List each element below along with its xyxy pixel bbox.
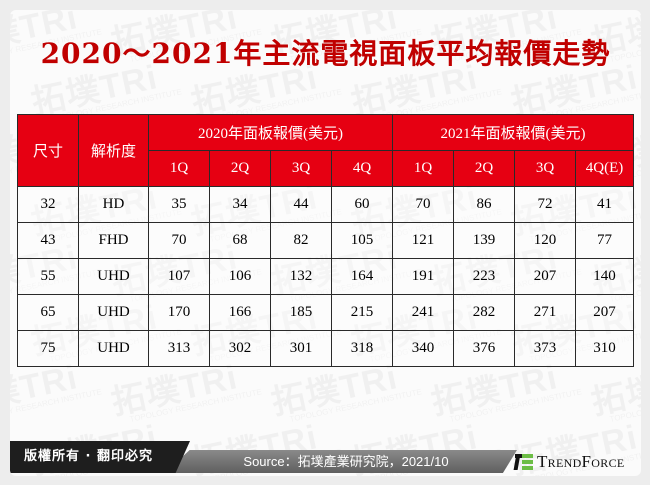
header-row-quarters: 1Q 2Q 3Q 4Q 1Q 2Q 3Q 4Q(E) bbox=[18, 150, 634, 187]
price-table: 尺寸 解析度 2020年面板報價(美元) 2021年面板報價(美元) 1Q 2Q… bbox=[17, 114, 634, 367]
cell-price: 68 bbox=[209, 222, 271, 259]
cell-price: 185 bbox=[270, 294, 332, 331]
cell-price: 120 bbox=[514, 222, 576, 259]
header-2021-q2: 2Q bbox=[453, 150, 515, 187]
header-2021-q3: 3Q bbox=[514, 150, 576, 187]
cell-price: 207 bbox=[514, 258, 576, 295]
cell-price: 132 bbox=[270, 258, 332, 295]
cell-price: 223 bbox=[453, 258, 515, 295]
cell-resolution: UHD bbox=[78, 330, 149, 367]
table-row: 32 HD 35 34 44 60 70 86 72 41 bbox=[17, 186, 634, 223]
header-2020-q1: 1Q bbox=[148, 150, 210, 187]
table-row: 65 UHD 170 166 185 215 241 282 271 207 bbox=[17, 294, 634, 331]
cell-price: 301 bbox=[270, 330, 332, 367]
cell-price: 82 bbox=[270, 222, 332, 259]
cell-price: 164 bbox=[331, 258, 393, 295]
header-2020-q3: 3Q bbox=[270, 150, 332, 187]
cell-price: 86 bbox=[453, 186, 515, 223]
cell-resolution: UHD bbox=[78, 294, 149, 331]
cell-resolution: HD bbox=[78, 186, 149, 223]
header-group-2020: 2020年面板報價(美元) bbox=[148, 114, 393, 151]
cell-price: 207 bbox=[575, 294, 634, 331]
header-size: 尺寸 bbox=[17, 114, 79, 187]
cell-price: 34 bbox=[209, 186, 271, 223]
cell-price: 106 bbox=[209, 258, 271, 295]
cell-price: 373 bbox=[514, 330, 576, 367]
page-title: 2020～2021年主流電視面板平均報價走勢 bbox=[40, 37, 611, 70]
table-row: 43 FHD 70 68 82 105 121 139 120 77 bbox=[17, 222, 634, 259]
cell-price: 376 bbox=[453, 330, 515, 367]
cell-price: 44 bbox=[270, 186, 332, 223]
cell-price: 310 bbox=[575, 330, 634, 367]
cell-size: 55 bbox=[17, 258, 79, 295]
header-2021-q4e: 4Q(E) bbox=[575, 150, 634, 187]
cell-price: 140 bbox=[575, 258, 634, 295]
cell-price: 60 bbox=[331, 186, 393, 223]
cell-price: 340 bbox=[392, 330, 454, 367]
copyright-label: 版權所有 · 翻印必究 bbox=[10, 441, 190, 473]
cell-price: 302 bbox=[209, 330, 271, 367]
header-2020-q4: 4Q bbox=[331, 150, 393, 187]
source-bar: Source：拓墣產業研究院，2021/10 bbox=[165, 450, 517, 473]
cell-price: 72 bbox=[514, 186, 576, 223]
cell-price: 241 bbox=[392, 294, 454, 331]
cell-price: 271 bbox=[514, 294, 576, 331]
table-row: 75 UHD 313 302 301 318 340 376 373 310 bbox=[17, 330, 634, 367]
header-2020-q2: 2Q bbox=[209, 150, 271, 187]
header-resolution: 解析度 bbox=[78, 114, 149, 187]
cell-size: 65 bbox=[17, 294, 79, 331]
cell-price: 170 bbox=[148, 294, 210, 331]
cell-price: 191 bbox=[392, 258, 454, 295]
cell-price: 121 bbox=[392, 222, 454, 259]
header-row-group: 尺寸 解析度 2020年面板報價(美元) 2021年面板報價(美元) bbox=[17, 114, 634, 187]
cell-price: 70 bbox=[392, 186, 454, 223]
cell-resolution: FHD bbox=[78, 222, 149, 259]
cell-price: 166 bbox=[209, 294, 271, 331]
cell-price: 105 bbox=[331, 222, 393, 259]
table-row: 55 UHD 107 106 132 164 191 223 207 140 bbox=[17, 258, 634, 295]
cell-size: 75 bbox=[17, 330, 79, 367]
trendforce-logo-icon bbox=[513, 454, 533, 470]
cell-resolution: UHD bbox=[78, 258, 149, 295]
cell-price: 41 bbox=[575, 186, 634, 223]
cell-price: 35 bbox=[148, 186, 210, 223]
cell-price: 318 bbox=[331, 330, 393, 367]
cell-price: 313 bbox=[148, 330, 210, 367]
cell-price: 77 bbox=[575, 222, 634, 259]
cell-price: 107 bbox=[148, 258, 210, 295]
cell-price: 139 bbox=[453, 222, 515, 259]
trendforce-logo: TrendForce bbox=[513, 451, 625, 473]
slide-card: 拓墣TRiTOPOLOGY RESEARCH INSTITUTE拓墣TRiTOP… bbox=[10, 10, 641, 476]
cell-price: 282 bbox=[453, 294, 515, 331]
cell-size: 43 bbox=[17, 222, 79, 259]
cell-size: 32 bbox=[17, 186, 79, 223]
header-group-2021: 2021年面板報價(美元) bbox=[392, 114, 634, 151]
header-2021-q1: 1Q bbox=[392, 150, 454, 187]
logo-text: TrendForce bbox=[537, 452, 625, 471]
cell-price: 70 bbox=[148, 222, 210, 259]
cell-price: 215 bbox=[331, 294, 393, 331]
